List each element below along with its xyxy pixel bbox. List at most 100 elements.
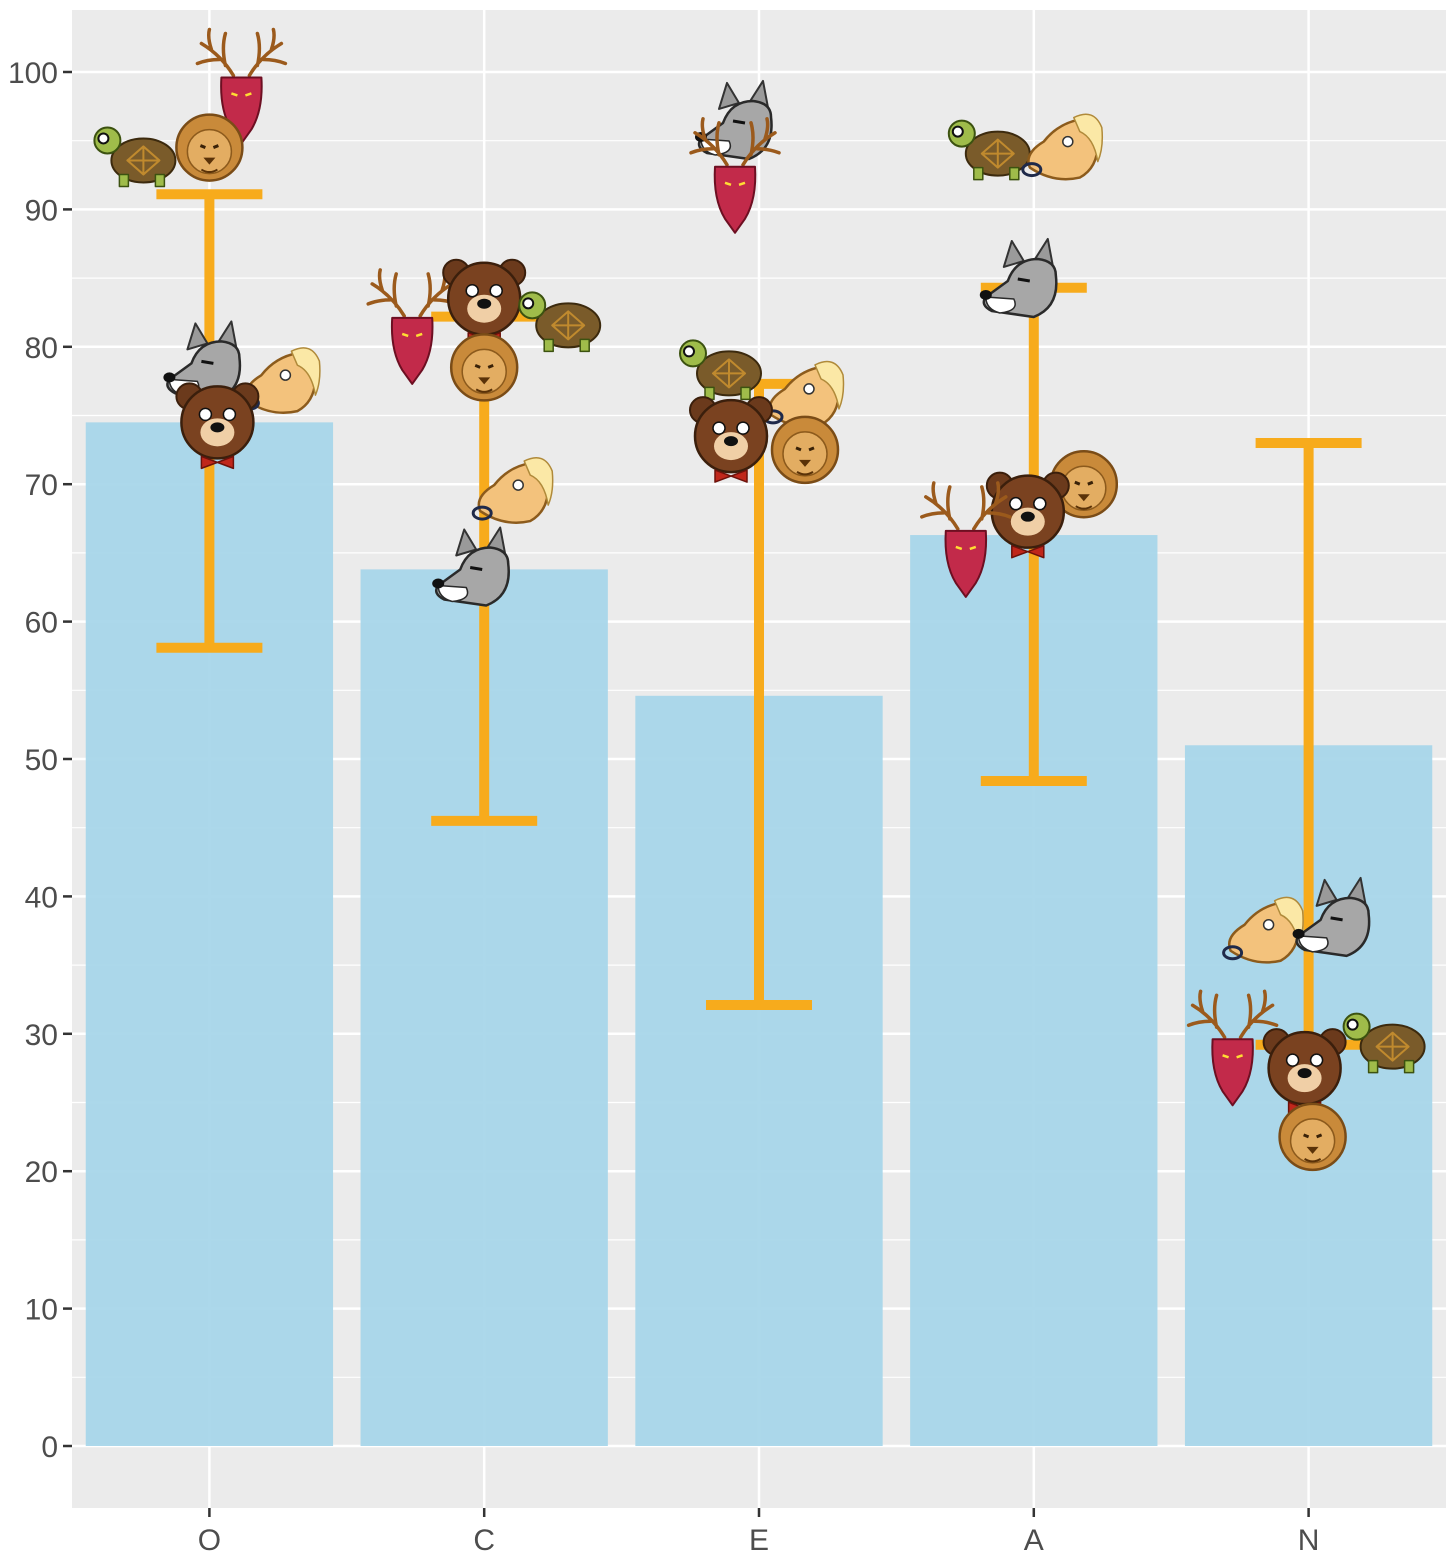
bear-nose <box>1297 1068 1312 1079</box>
horse-mane <box>290 347 321 396</box>
horse-mane <box>523 457 554 506</box>
deer-antlers <box>689 117 781 167</box>
turtle-leg <box>973 166 984 181</box>
x-tick-label: A <box>1024 1524 1044 1557</box>
horse-icon <box>471 457 554 524</box>
turtle-icon <box>679 339 762 401</box>
y-tick-label: 30 <box>25 1019 58 1052</box>
wolf-icon <box>979 237 1058 319</box>
bear-eye <box>222 407 237 422</box>
bear-bowtie <box>200 455 235 470</box>
turtle-icon <box>1342 1012 1426 1074</box>
lion-mouth <box>200 168 218 174</box>
wolf-ear <box>1315 878 1338 907</box>
turtle-icon <box>93 126 177 188</box>
bear-icon <box>175 382 260 470</box>
turtle-leg <box>154 173 166 188</box>
lion-face <box>1289 1118 1336 1164</box>
turtle-eye <box>522 297 535 310</box>
lion-mouth <box>1304 1157 1322 1163</box>
turtle-eye <box>951 125 964 138</box>
turtle-shell-pattern <box>980 138 1015 169</box>
deer-antlers <box>920 481 1012 531</box>
wolf-ear <box>718 81 740 110</box>
horse-icon <box>1021 113 1104 181</box>
lion-mouth <box>1075 505 1093 510</box>
lion-icon <box>175 113 244 182</box>
wolf-icon <box>432 526 510 607</box>
lion-nose <box>1077 494 1090 502</box>
wolf-nose <box>163 372 176 383</box>
deer-eyes <box>401 332 423 338</box>
y-tick-label: 50 <box>25 744 58 777</box>
wolf-eye <box>732 119 746 125</box>
horse-eye <box>1262 919 1275 931</box>
x-tick-label: C <box>473 1524 495 1557</box>
deer-icon <box>366 268 458 385</box>
turtle-eye <box>1346 1018 1359 1031</box>
y-tick-label: 40 <box>25 881 58 914</box>
lion-nose <box>799 459 811 467</box>
horse-nostril <box>471 505 493 521</box>
lion-icon <box>1049 449 1119 519</box>
lion-mouth <box>475 388 493 393</box>
lion-icon <box>1278 1102 1347 1172</box>
horse-eye <box>803 383 815 395</box>
turtle-leg <box>118 173 130 188</box>
turtle-leg <box>1403 1059 1415 1074</box>
wolf-muzzle <box>1297 935 1329 953</box>
lion-eyes <box>1074 480 1094 486</box>
bear-nose <box>477 298 492 309</box>
bear-eye <box>465 283 479 298</box>
turtle-shell-pattern <box>712 358 746 389</box>
lion-face <box>186 128 233 175</box>
deer-eyes <box>955 545 977 551</box>
lion-mouth <box>796 470 814 476</box>
deer-eyes <box>724 181 746 186</box>
bear-nose <box>210 422 225 433</box>
lion-icon <box>770 415 840 485</box>
turtle-shell-pattern <box>126 145 161 176</box>
y-tick-label: 60 <box>25 607 58 640</box>
wolf-ear <box>1002 239 1025 268</box>
turtle-leg <box>579 338 590 353</box>
bear-eye <box>489 283 503 298</box>
animal-markers <box>93 27 1426 1172</box>
horse-nostril <box>1222 945 1244 961</box>
wolf-muzzle <box>437 584 469 603</box>
bear-nose <box>1020 511 1035 522</box>
wolf-ear <box>186 322 209 351</box>
bear-eye <box>1033 496 1047 511</box>
wolf-eye <box>469 566 483 571</box>
wolf-muzzle <box>985 296 1016 314</box>
bear-bowtie <box>1011 544 1045 559</box>
wolf-eye <box>201 359 214 365</box>
wolf-nose <box>979 289 992 300</box>
y-tick-label: 80 <box>25 332 58 365</box>
bear-eye <box>1285 1053 1300 1067</box>
horse-mane <box>1073 113 1104 163</box>
y-tick-label: 10 <box>25 1294 58 1327</box>
horse-eye <box>279 369 292 381</box>
lion-face <box>461 348 507 395</box>
bear-eye <box>736 421 750 435</box>
wolf-nose <box>1292 928 1305 939</box>
turtle-leg <box>740 386 751 401</box>
bear-eye <box>198 407 213 422</box>
lion-nose <box>1306 1146 1319 1154</box>
horse-eye <box>512 479 524 491</box>
bear-eye <box>1009 496 1023 511</box>
bear-nose <box>724 436 738 447</box>
bear-eye <box>712 421 726 435</box>
lion-eyes <box>474 364 494 369</box>
y-tick-label: 70 <box>25 469 58 502</box>
turtle-leg <box>543 338 554 353</box>
bear-icon <box>985 471 1070 559</box>
deer-antlers <box>195 27 288 78</box>
deer-eyes <box>1222 1054 1243 1059</box>
deer-icon <box>920 481 1012 598</box>
y-axis: 0 10 20 30 40 50 60 70 80 90 100 <box>8 57 72 1464</box>
lion-eyes <box>795 446 815 452</box>
